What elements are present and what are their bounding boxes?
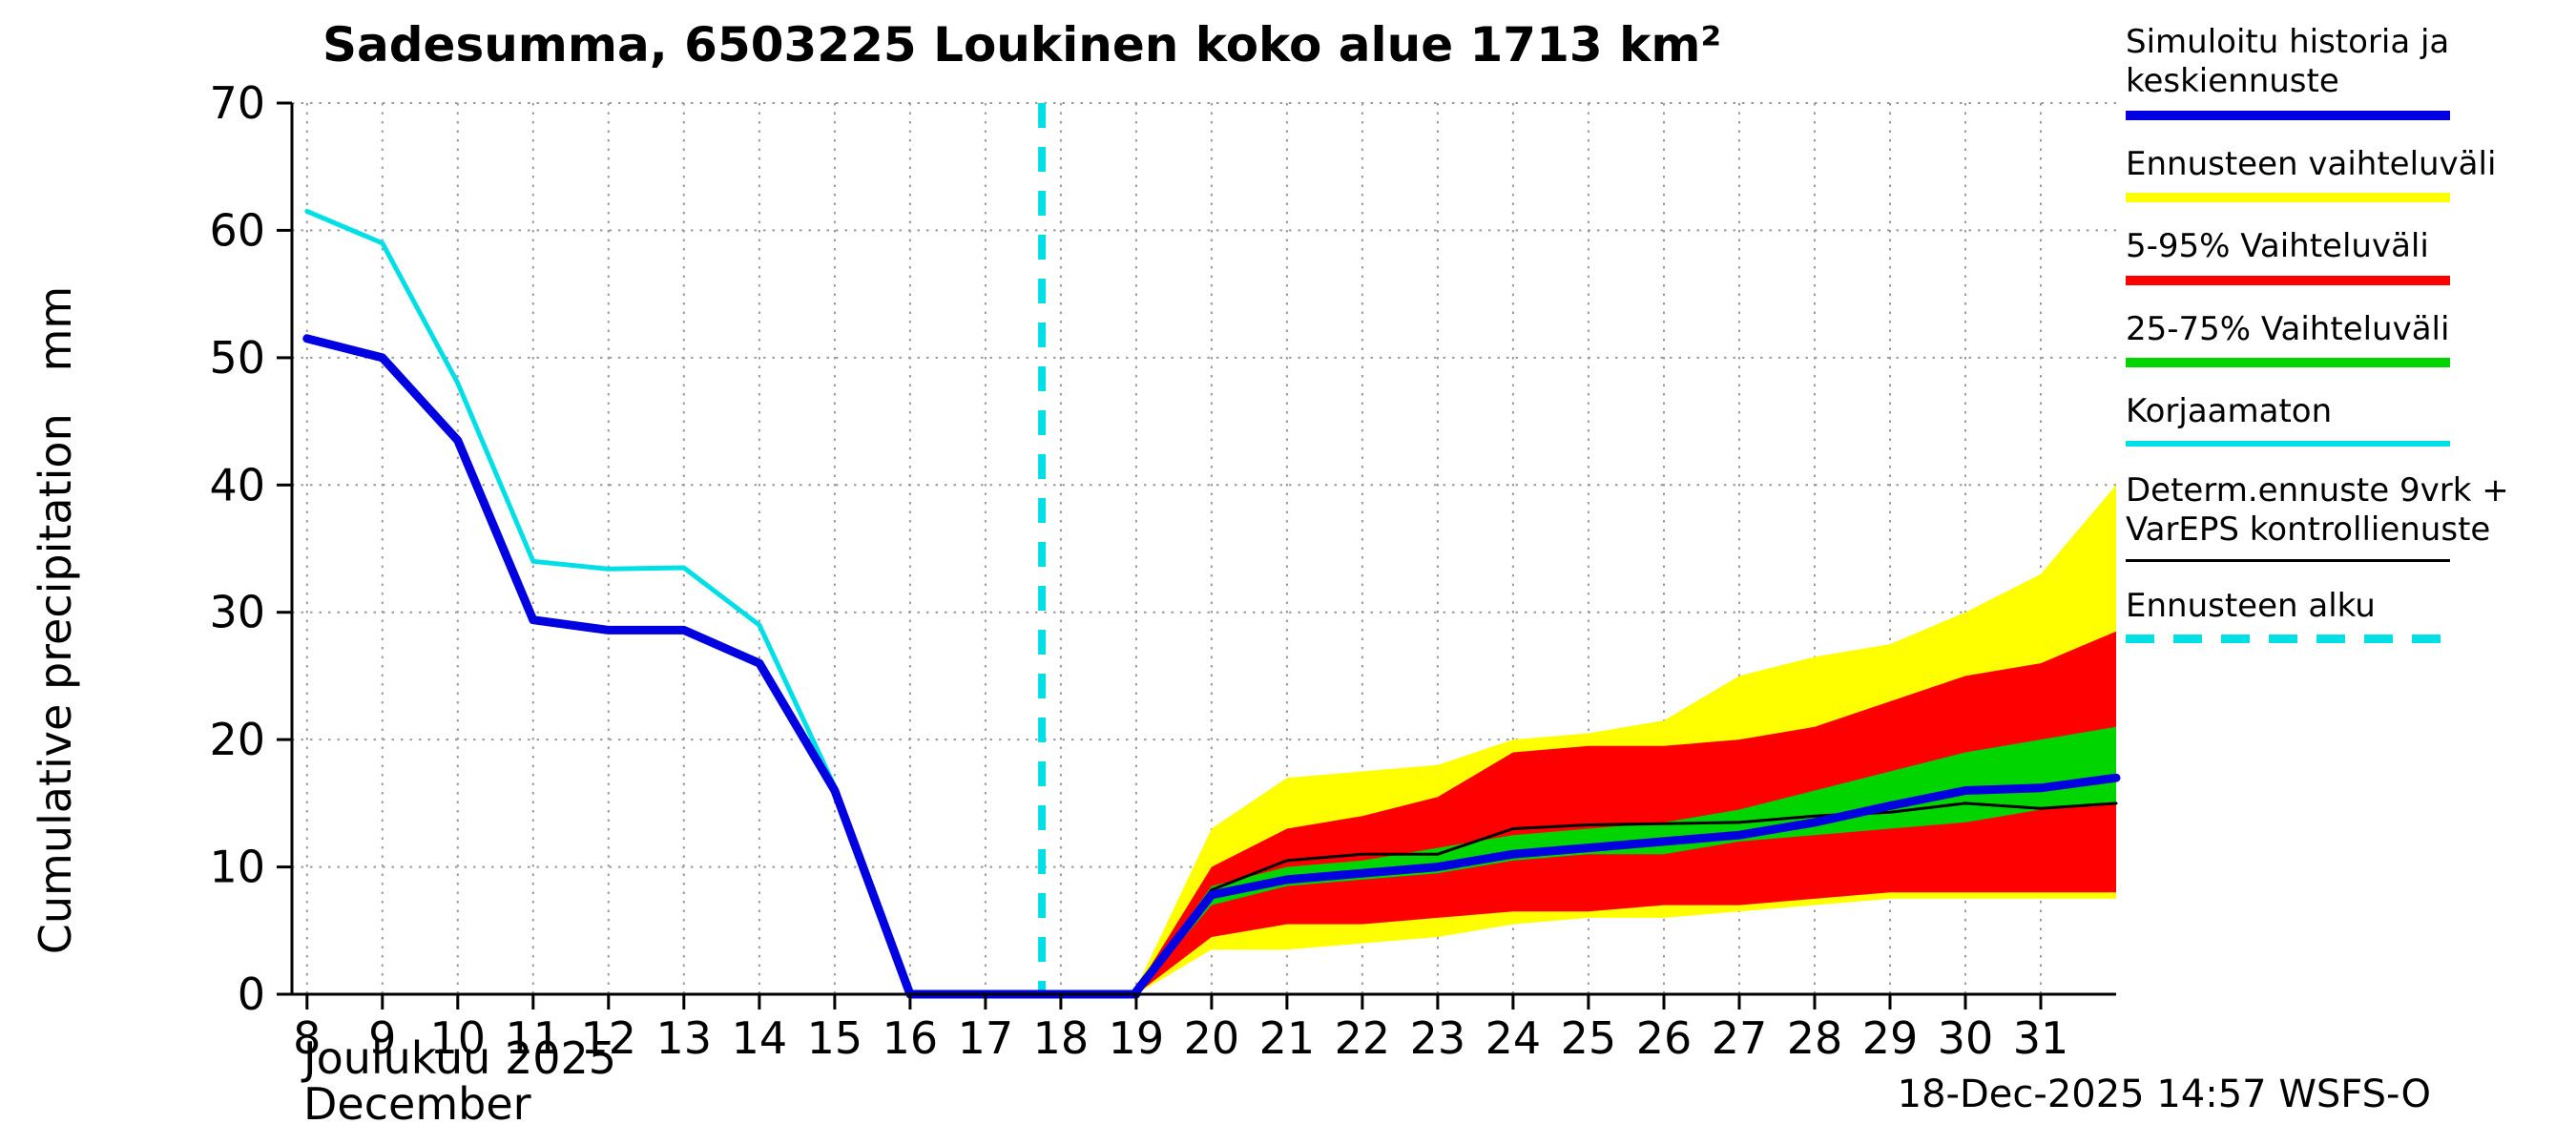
x-tick-label: 25 [1561, 1012, 1617, 1064]
x-tick-label: 27 [1712, 1012, 1768, 1064]
y-tick-label: 60 [209, 204, 265, 256]
legend-line-sample-green [2126, 358, 2450, 368]
y-tick-label: 70 [209, 77, 265, 129]
legend-label: Ennusteen alku [2126, 586, 2376, 625]
x-tick-label: 21 [1259, 1012, 1316, 1064]
x-axis-month-label-en: December [303, 1078, 531, 1130]
legend-item-history: Simuloitu historia ja keskiennuste [2126, 23, 2517, 120]
series-simuloitu-historia [302, 334, 1141, 999]
legend-line-sample-red [2126, 275, 2450, 285]
x-tick-label: 9 [368, 1012, 396, 1064]
legend-label: 5-95% Vaihteluväli [2126, 227, 2429, 266]
x-tick-label: 8 [293, 1012, 321, 1064]
legend-label: Korjaamaton [2126, 392, 2333, 431]
x-tick-label: 23 [1410, 1012, 1466, 1064]
legend-label: Simuloitu historia ja keskiennuste [2126, 23, 2450, 101]
band-5-95-vaihteluvali [1135, 631, 2116, 994]
x-tick-label: 19 [1109, 1012, 1165, 1064]
legend-line-sample-blue [2126, 110, 2450, 120]
y-tick-label: 0 [238, 968, 265, 1020]
legend-line-sample-black [2126, 558, 2450, 562]
y-tick-label: 50 [209, 332, 265, 384]
series-determ-ennuste [1134, 802, 2118, 993]
x-tick-label: 30 [1938, 1012, 1994, 1064]
legend-label: 25-75% Vaihteluväli [2126, 309, 2450, 348]
x-tick-label: 17 [958, 1012, 1014, 1064]
x-tick-label: 14 [732, 1012, 788, 1064]
x-tick-label: 26 [1636, 1012, 1693, 1064]
x-tick-label: 20 [1184, 1012, 1240, 1064]
y-tick-label: 10 [209, 842, 265, 893]
legend-item-uncorrected: Korjaamaton [2126, 392, 2517, 447]
legend-line-sample-cyan-dashed [2126, 635, 2450, 644]
y-tick-label: 40 [209, 459, 265, 510]
legend-item-forecast-range: Ennusteen vaihteluväli [2126, 144, 2517, 203]
legend-item-forecast-start: Ennusteen alku [2126, 586, 2517, 644]
legend-label: Ennusteen vaihteluväli [2126, 144, 2497, 183]
legend-item-deterministic: Determ.ennuste 9vrk + VarEPS kontrollien… [2126, 471, 2517, 562]
x-tick-label: 11 [506, 1012, 562, 1064]
x-tick-label: 16 [883, 1012, 939, 1064]
series-korjaamaton [304, 208, 913, 997]
chart-title: Sadesumma, 6503225 Loukinen koko alue 17… [322, 17, 1722, 73]
series-keskiennuste [1132, 773, 2121, 996]
band-25-75-vaihteluvali [1135, 726, 2116, 993]
x-tick-label: 22 [1335, 1012, 1391, 1064]
y-tick-label: 20 [209, 714, 265, 765]
x-tick-label: 24 [1485, 1012, 1542, 1064]
axes: 0 10 20 30 40 50 60 70 8 9 10 11 12 13 14 15 16 17 18 19 20 2… [209, 77, 2116, 1064]
x-tick-label: 15 [807, 1012, 863, 1064]
legend-item-5-95: 5-95% Vaihteluväli [2126, 227, 2517, 285]
x-tick-label: 29 [1862, 1012, 1919, 1064]
y-tick-label: 30 [209, 587, 265, 638]
timestamp-watermark: 18-Dec-2025 14:57 WSFS-O [1897, 1072, 2431, 1116]
x-tick-label: 13 [656, 1012, 713, 1064]
legend-line-sample-yellow [2126, 193, 2450, 203]
x-tick-label: 18 [1033, 1012, 1090, 1064]
legend-label: Determ.ennuste 9vrk + VarEPS kontrollien… [2126, 470, 2509, 550]
legend: Simuloitu historia ja keskiennuste Ennus… [2126, 23, 2517, 668]
legend-item-25-75: 25-75% Vaihteluväli [2126, 309, 2517, 368]
legend-line-sample-cyan [2126, 440, 2450, 447]
y-axis-label: Cumulative precipitation mm [30, 285, 81, 955]
x-tick-label: 31 [2013, 1012, 2069, 1064]
uncertainty-bands [1135, 485, 2116, 994]
x-tick-label: 10 [430, 1012, 487, 1064]
x-tick-label: 28 [1787, 1012, 1843, 1064]
x-tick-label: 12 [581, 1012, 637, 1064]
grid [292, 102, 2116, 995]
x-axis-month-label: Joulukuu 2025 [303, 1032, 617, 1084]
